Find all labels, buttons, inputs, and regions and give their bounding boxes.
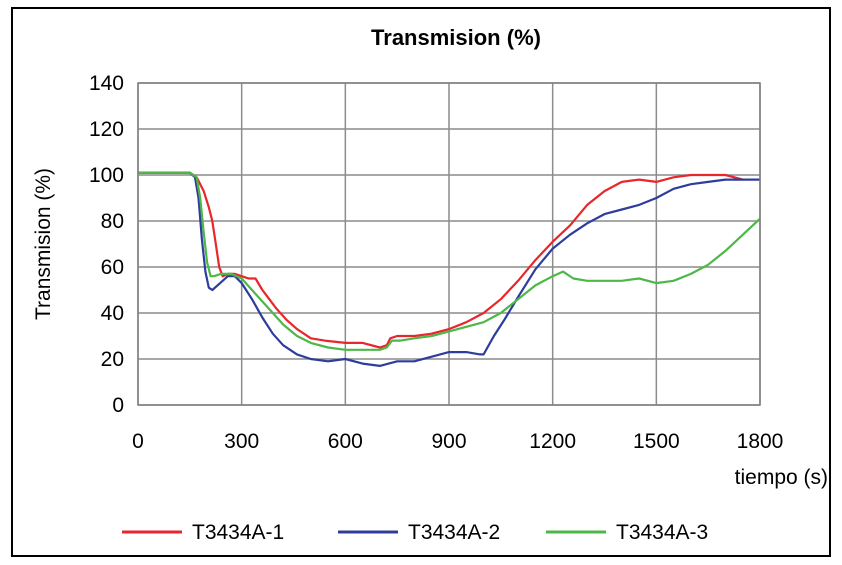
y-tick-labels: 0 20 40 60 80 100 120 140 (89, 72, 124, 417)
x-tick-label: 300 (224, 430, 259, 453)
x-tick-labels: 0 300 600 900 1200 1500 1800 (132, 430, 783, 453)
y-tick-label: 120 (89, 118, 124, 141)
y-tick-label: 40 (101, 302, 124, 325)
plot-border (137, 82, 761, 406)
y-tick-label: 20 (101, 348, 124, 371)
x-tick-label: 1200 (529, 430, 576, 453)
series-line-2 (138, 171, 760, 367)
y-tick-label: 80 (101, 210, 124, 233)
legend-label-1: T3434A-1 (192, 521, 284, 544)
series-lines (138, 171, 761, 367)
grid (137, 82, 761, 406)
x-tick-label: 600 (328, 430, 363, 453)
x-tick-label: 1800 (737, 430, 784, 453)
x-tick-label: 0 (132, 430, 144, 453)
y-axis-label: Transmision (%) (32, 168, 55, 320)
chart-frame (11, 7, 831, 557)
legend: T3434A-1 T3434A-2 T3434A-3 (122, 521, 708, 544)
x-axis-label: tiempo (s) (735, 466, 828, 489)
legend-label-3: T3434A-3 (616, 521, 708, 544)
x-tick-label: 1500 (633, 430, 680, 453)
y-tick-label: 100 (89, 164, 124, 187)
series-line-3 (138, 171, 761, 351)
x-tick-label: 900 (431, 430, 466, 453)
chart-title: Transmision (%) (371, 25, 541, 50)
legend-label-2: T3434A-2 (408, 521, 500, 544)
y-tick-label: 0 (112, 394, 124, 417)
y-tick-label: 60 (101, 256, 124, 279)
series-line-1 (138, 171, 743, 349)
y-tick-label: 140 (89, 72, 124, 95)
